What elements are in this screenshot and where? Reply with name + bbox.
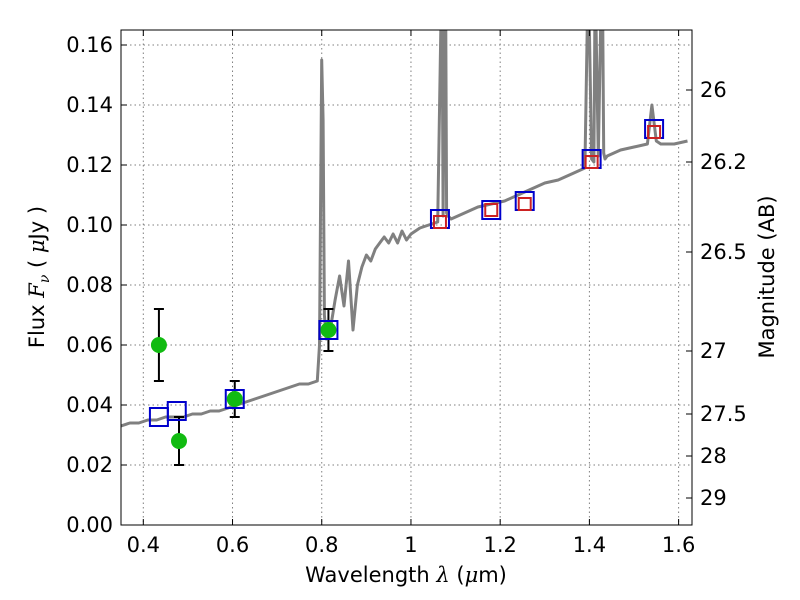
axes: 0.4 0.6 0.8 1 1.2 1.4 1.6 0.00 0.02 0.04 0.06 0.08 0… [66,30,747,557]
y-tick-label: 0.04 [66,393,113,417]
y-tick-label: 0.16 [66,33,113,57]
x-tick-label: 0.6 [216,533,249,557]
observed-nir-square [432,215,447,229]
x-tick-label: 1.4 [573,533,606,557]
y-tick-label: 0.08 [66,273,113,297]
y2-tick-label: 26.2 [700,150,747,174]
model-magnitude-square [224,389,245,409]
grid [121,30,692,525]
model-magnitude-square [318,320,339,340]
model-magnitude-square [481,200,502,220]
x-tick-label: 1.6 [662,533,695,557]
y2-tick-label: 26 [700,78,727,102]
y2-tick-label: 27.5 [700,402,747,426]
x-axis-label: Wavelength λ (μm) [305,563,507,587]
y-tick-label: 0.02 [66,453,113,477]
y2-tick-label: 26.5 [700,240,747,264]
right-axis-label: Magnitude (AB) [755,195,779,358]
y-tick-label: 0.10 [66,213,113,237]
y-tick-label: 0.06 [66,333,113,357]
y-axis-label: Flux Fν ( μJy ) [25,206,53,348]
observed-flux-point [170,433,187,449]
y-tick-label: 0.14 [66,93,113,117]
model-spectrum-line [121,30,688,428]
observed-nir-square [484,203,499,217]
observed-nir-square [517,197,532,211]
plot-series [121,30,688,466]
x-tick-label: 0.8 [305,533,338,557]
observed-flux-point [320,322,337,338]
y2-tick-label: 29 [700,486,727,510]
observed-flux-point [150,337,167,353]
y2-tick-label: 27 [700,339,727,363]
x-tick-label: 1 [404,533,417,557]
x-tick-label: 1.2 [483,533,516,557]
observed-nir-square [584,155,599,169]
observed-flux-point [226,391,243,407]
y2-tick-label: 28 [700,444,727,468]
x-tick-label: 0.4 [127,533,160,557]
observed-nir-square [647,125,662,139]
y-tick-label: 0.00 [66,513,113,537]
y-tick-label: 0.12 [66,153,113,177]
plot-frame [120,29,693,526]
model-magnitude-square [166,401,187,421]
